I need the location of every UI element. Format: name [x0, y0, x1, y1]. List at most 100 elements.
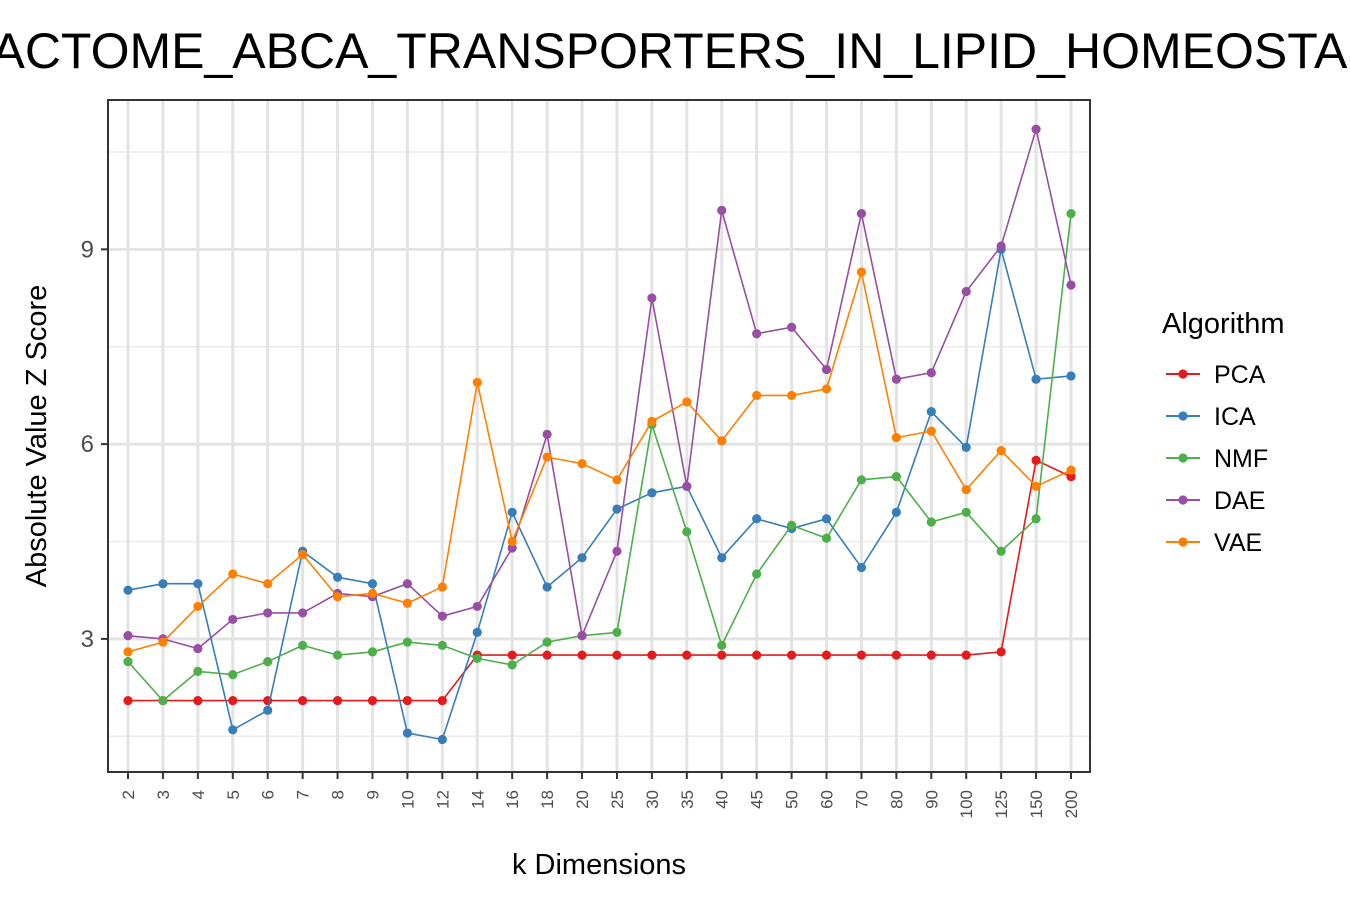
data-point-pca: [961, 650, 971, 660]
series-ica: [123, 244, 1076, 745]
x-tick-label: 7: [294, 790, 313, 799]
panel-border: [107, 99, 1091, 773]
x-axis-title: k Dimensions: [512, 849, 686, 881]
x-tick-label: 125: [992, 790, 1011, 818]
x-tick-label: 8: [329, 790, 348, 799]
data-point-nmf: [786, 520, 797, 530]
grid: [108, 100, 1090, 772]
data-point-pca: [123, 695, 133, 706]
data-point-dae: [612, 546, 622, 556]
data-point-nmf: [926, 517, 936, 527]
x-tick-label: 4: [189, 790, 208, 799]
data-point-nmf: [542, 637, 552, 647]
data-point-dae: [821, 364, 832, 375]
data-point-pca: [752, 650, 762, 660]
data-point-pca: [786, 650, 797, 660]
data-point-dae: [1066, 280, 1076, 290]
data-point-pca: [228, 695, 238, 706]
data-point-vae: [856, 267, 867, 277]
legend-label: PCA: [1214, 361, 1266, 389]
data-point-ica: [367, 579, 378, 589]
data-point-ica: [158, 579, 168, 589]
data-point-ica: [577, 553, 587, 563]
data-point-nmf: [298, 640, 308, 650]
data-point-pca: [193, 695, 203, 706]
data-point-nmf: [123, 657, 133, 667]
data-point-dae: [298, 608, 308, 618]
data-point-vae: [437, 582, 447, 592]
data-point-ica: [891, 507, 901, 517]
data-point-ica: [472, 627, 482, 638]
data-point-nmf: [856, 475, 867, 485]
data-point-vae: [542, 452, 552, 462]
data-point-ica: [542, 582, 552, 592]
data-point-dae: [123, 631, 133, 641]
data-point-pca: [507, 650, 517, 660]
legend-label: ICA: [1214, 403, 1256, 431]
x-tick-label: 6: [259, 790, 278, 799]
data-point-vae: [472, 377, 482, 388]
data-point-ica: [507, 507, 517, 517]
data-point-ica: [856, 562, 867, 573]
data-point-dae: [193, 644, 203, 654]
data-point-vae: [298, 549, 308, 560]
data-point-ica: [1066, 371, 1076, 381]
data-point-vae: [821, 384, 832, 394]
data-point-nmf: [472, 653, 482, 663]
legend-item-vae: VAE: [1166, 529, 1262, 557]
data-point-ica: [123, 585, 133, 595]
data-point-pca: [612, 650, 622, 660]
data-point-nmf: [437, 640, 447, 650]
series-line-nmf: [127, 213, 1072, 702]
data-point-pca: [402, 695, 413, 706]
x-tick-label: 200: [1062, 790, 1081, 818]
x-tick-label: 30: [643, 790, 662, 809]
data-point-dae: [437, 611, 447, 621]
data-point-nmf: [961, 507, 971, 517]
data-point-vae: [228, 569, 238, 579]
data-point-ica: [647, 488, 657, 498]
legend-label: DAE: [1214, 487, 1265, 515]
series-line-ica: [127, 249, 1072, 741]
x-tick-label: 50: [783, 790, 802, 809]
x-tick-label: 45: [748, 790, 767, 809]
data-point-vae: [612, 475, 622, 485]
data-point-pca: [1066, 471, 1076, 482]
data-point-dae: [682, 481, 692, 491]
data-point-dae: [752, 329, 762, 339]
data-point-nmf: [717, 640, 727, 650]
data-point-ica: [437, 734, 447, 745]
data-point-vae: [926, 426, 936, 436]
y-axis-title: Absolute Value Z Score: [21, 285, 53, 588]
data-point-dae: [891, 374, 901, 384]
data-point-nmf: [158, 695, 168, 706]
data-point-vae: [717, 436, 727, 446]
data-point-pca: [682, 650, 692, 660]
data-point-dae: [263, 608, 273, 618]
data-point-pca: [647, 650, 657, 660]
series-line-vae: [127, 271, 1072, 653]
data-point-nmf: [367, 647, 378, 657]
data-point-nmf: [332, 650, 343, 660]
data-point-pca: [856, 650, 867, 660]
data-point-nmf: [263, 657, 273, 667]
legend-item-ica: ICA: [1166, 403, 1256, 431]
data-point-ica: [1031, 374, 1041, 384]
data-point-pca: [437, 695, 447, 706]
data-point-vae: [158, 637, 168, 647]
data-point-vae: [332, 592, 343, 602]
data-point-nmf: [682, 527, 692, 537]
x-tick-label: 2: [119, 790, 138, 799]
data-point-vae: [647, 416, 657, 426]
data-point-vae: [507, 536, 517, 547]
data-point-vae: [891, 433, 901, 443]
series-nmf: [123, 209, 1076, 706]
data-point-dae: [926, 368, 936, 378]
data-point-pca: [298, 695, 308, 706]
data-point-vae: [786, 390, 797, 401]
data-point-dae: [577, 631, 587, 641]
x-tick-label: 18: [538, 790, 557, 809]
data-point-nmf: [1031, 514, 1041, 524]
legend-title: Algorithm: [1162, 308, 1285, 340]
